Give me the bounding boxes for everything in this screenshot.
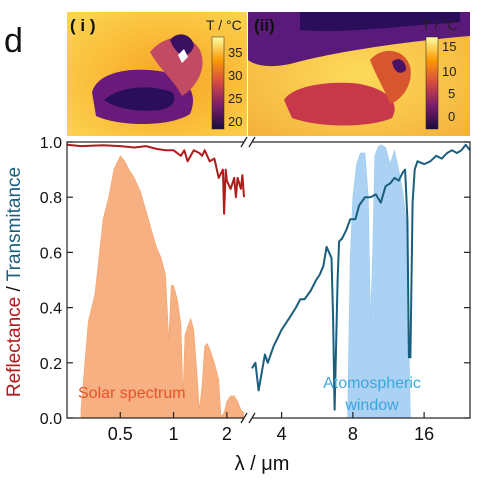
- colorbar-i-tick: 30: [228, 68, 242, 83]
- axis-break-slash: [248, 412, 256, 424]
- y-axis-label: Reflectance / Transmitance: [4, 167, 25, 397]
- x-tick-label: 2: [222, 424, 232, 444]
- colorbar-i-unit: T / °C: [206, 17, 242, 33]
- colorbar-ii-tick: 0: [448, 109, 455, 124]
- thermal-ii-label: (ii): [254, 16, 275, 35]
- atmos-window-label-line2: window: [344, 397, 399, 414]
- solar-spectrum-area: [80, 155, 245, 419]
- axis-break-gap: [244, 137, 252, 147]
- y-axis-label-sep: /: [4, 281, 25, 297]
- y-tick-label: 0.2: [40, 356, 62, 373]
- colorbar-ii-tick: 15: [442, 39, 456, 54]
- x-tick-label: 16: [414, 424, 434, 444]
- panel-label: d: [4, 22, 23, 60]
- colorbar-ii-tick: 10: [442, 64, 456, 79]
- y-axis-label-reflectance: Reflectance: [4, 297, 25, 397]
- x-tick-label: 8: [348, 424, 358, 444]
- spectrum-chart: 0.0 0.2 0.4 0.6 0.8 1.0 0.5 1 2 4 8 16: [40, 135, 471, 444]
- colorbar-i-tick: 35: [228, 45, 242, 60]
- y-tick-label: 0.0: [40, 411, 62, 428]
- colorbar-ii-tick: 5: [448, 86, 455, 101]
- colorbar-ii: T / °C 15 10 5 0: [422, 17, 458, 130]
- solar-spectrum-label: Solar spectrum: [78, 385, 186, 402]
- x-tick-label: 4: [277, 424, 287, 444]
- reflectance-line: [66, 143, 245, 215]
- colorbar-i-tick: 20: [228, 114, 242, 129]
- y-tick-label: 0.8: [40, 190, 62, 207]
- y-tick-label: 1.0: [40, 135, 62, 152]
- colorbar-i: T / °C 35 30 25 20: [206, 17, 242, 130]
- y-axis-label-transmittance: Transmitance: [4, 167, 25, 281]
- y-tick-label: 0.4: [40, 301, 62, 318]
- transmittance-line: [251, 143, 471, 411]
- thermal-i-label: ( i ): [70, 16, 96, 35]
- y-tick-label: 0.6: [40, 245, 62, 262]
- x-tick-label: 1: [169, 424, 179, 444]
- axis-break-gap: [244, 413, 252, 423]
- atmospheric-window-area: [347, 144, 411, 419]
- x-axis-label: λ / μm: [235, 453, 290, 475]
- atmos-window-label-line1: Atomospheric: [323, 375, 421, 392]
- plot-frame: [66, 141, 471, 419]
- colorbar-ii-unit: T / °C: [422, 17, 458, 33]
- colorbar-i-tick: 25: [228, 91, 242, 106]
- axis-break-slash: [240, 412, 248, 424]
- axis-break-slash: [240, 136, 248, 148]
- x-tick-label: 0.5: [108, 424, 133, 444]
- axis-break-mark: [240, 136, 256, 424]
- axis-break-slash: [248, 136, 256, 148]
